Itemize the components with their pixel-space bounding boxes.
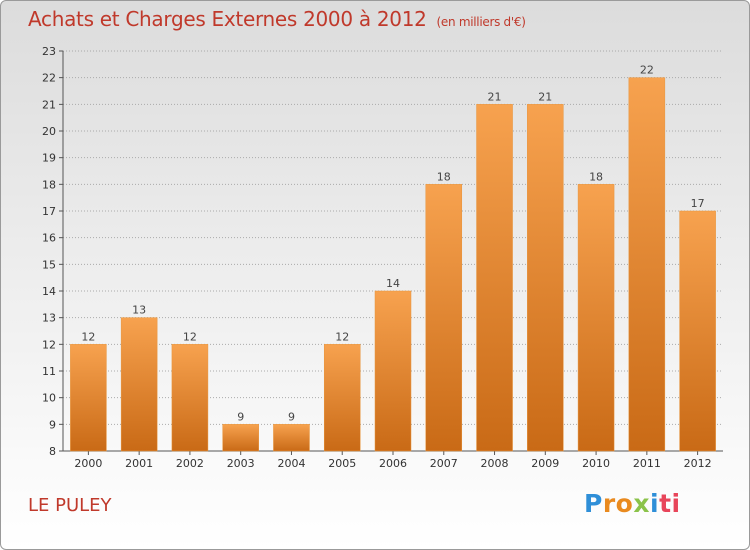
logo-letter: o xyxy=(615,489,634,518)
y-tick-label: 11 xyxy=(42,365,56,378)
y-tick-label: 8 xyxy=(49,445,56,458)
value-label-2012: 17 xyxy=(691,197,705,210)
chart-title: Achats et Charges Externes 2000 à 2012 (e… xyxy=(28,7,526,31)
value-label-2001: 13 xyxy=(132,304,146,317)
value-label-2007: 18 xyxy=(437,170,451,183)
place-name: LE PULEY xyxy=(28,495,112,516)
chart-subtitle: (en milliers d'€) xyxy=(436,15,526,29)
bar-2000 xyxy=(70,344,107,452)
bar-2006 xyxy=(374,290,412,452)
x-tick-label-2000: 2000 xyxy=(74,457,102,470)
y-tick-label: 18 xyxy=(42,178,56,191)
y-tick-label: 10 xyxy=(42,392,56,405)
y-tick-label: 17 xyxy=(42,205,56,218)
chart-title-text: Achats et Charges Externes 2000 à 2012 xyxy=(28,7,427,31)
y-tick-label: 21 xyxy=(42,98,56,111)
x-tick-label-2011: 2011 xyxy=(633,457,661,470)
y-tick-label: 23 xyxy=(42,45,56,58)
logo-letter: ti xyxy=(659,489,681,518)
bar-2001 xyxy=(120,317,158,452)
y-tick-label: 9 xyxy=(49,418,56,431)
logo-letter: x xyxy=(633,489,650,518)
value-label-2009: 21 xyxy=(538,90,552,103)
logo-letter: i xyxy=(650,489,660,518)
bar-2002 xyxy=(171,344,209,452)
bar-2003 xyxy=(222,424,259,452)
logo-letter: r xyxy=(602,489,616,518)
value-label-2004: 9 xyxy=(288,410,295,423)
y-tick-label: 22 xyxy=(42,72,56,85)
logo-letter: P xyxy=(584,489,603,518)
bar-2011 xyxy=(628,77,666,452)
bar-2010 xyxy=(577,184,615,452)
bar-2008 xyxy=(476,104,513,452)
y-tick-label: 12 xyxy=(42,338,56,351)
x-tick-label-2003: 2003 xyxy=(227,457,255,470)
bars xyxy=(70,77,716,452)
x-tick-label-2004: 2004 xyxy=(277,457,305,470)
proxiti-logo: Proxiti xyxy=(584,489,681,518)
value-label-2011: 22 xyxy=(640,64,654,77)
value-label-2005: 12 xyxy=(335,330,349,343)
value-label-2003: 9 xyxy=(237,410,244,423)
value-label-2008: 21 xyxy=(488,90,502,103)
x-tick-label-2009: 2009 xyxy=(531,457,559,470)
y-tick-label: 13 xyxy=(42,312,56,325)
bar-2004 xyxy=(273,424,310,452)
labels: 12 2000 13 2001 12 2002 9 2003 9 2004 12 2005 14 2006… xyxy=(74,64,711,470)
x-tick-label-2012: 2012 xyxy=(684,457,712,470)
bar-2012 xyxy=(679,210,716,452)
axes: 8 9 10 11 12 13 14 15 16 17 18 19 20 21 22 23 xyxy=(42,45,723,458)
x-tick-label-2002: 2002 xyxy=(176,457,204,470)
value-label-2006: 14 xyxy=(386,277,400,290)
x-tick-label-2008: 2008 xyxy=(481,457,509,470)
x-tick-label-2005: 2005 xyxy=(328,457,356,470)
bar-2007 xyxy=(425,184,463,452)
x-tick-label-2007: 2007 xyxy=(430,457,458,470)
x-tick-label-2006: 2006 xyxy=(379,457,407,470)
value-label-2010: 18 xyxy=(589,170,603,183)
y-tick-label: 20 xyxy=(42,125,56,138)
y-tick-label: 19 xyxy=(42,152,56,165)
value-label-2000: 12 xyxy=(81,330,95,343)
x-tick-label-2010: 2010 xyxy=(582,457,610,470)
y-tick-label: 15 xyxy=(42,258,56,271)
bar-2005 xyxy=(323,344,361,452)
y-tick-label: 16 xyxy=(42,232,56,245)
bar-2009 xyxy=(527,104,564,452)
x-tick-label-2001: 2001 xyxy=(125,457,153,470)
value-label-2002: 12 xyxy=(183,330,197,343)
y-tick-label: 14 xyxy=(42,285,56,298)
